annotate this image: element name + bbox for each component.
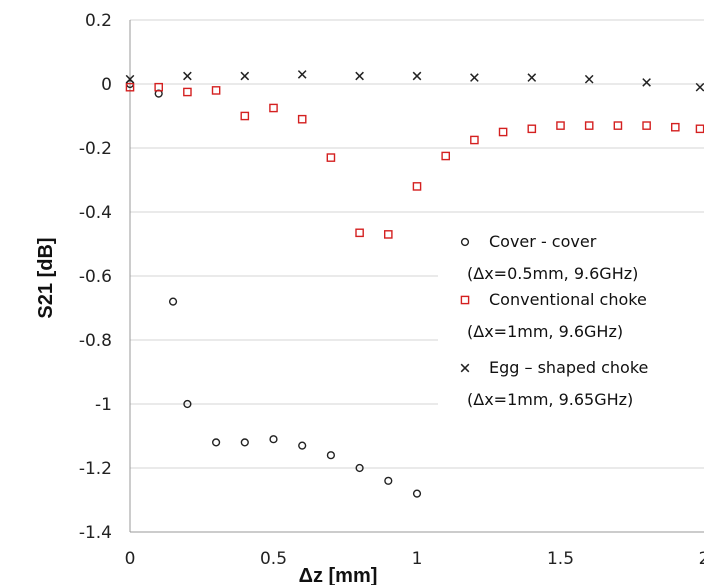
y-tick-label: -1.4: [79, 523, 112, 543]
data-point: [584, 121, 594, 130]
data-points: [125, 70, 704, 498]
x-tick-label: 0: [125, 549, 136, 569]
legend-label: Conventional choke: [489, 290, 647, 309]
data-point: [240, 71, 250, 81]
data-point: [556, 121, 565, 130]
data-point: [269, 435, 278, 444]
x-tick-label: 1.5: [547, 549, 574, 569]
y-tick-label: -0.2: [79, 139, 112, 159]
x-axis-label: Δz [mm]: [299, 565, 378, 585]
legend-marker-2: [460, 363, 470, 373]
data-point: [355, 463, 364, 473]
data-point: [298, 441, 307, 450]
y-axis-label: S21 [dB]: [35, 237, 57, 318]
legend-label: Egg – shaped choke: [489, 358, 648, 377]
x-tick-label: 0.5: [260, 549, 287, 569]
data-point: [695, 124, 704, 134]
series-0: [125, 79, 422, 498]
y-tick-labels: 0.2 0 -0.2 -0.4 -0.6 -0.8 -1 -1.2 -1.4: [79, 11, 112, 543]
data-point: [671, 122, 680, 132]
data-point: [183, 71, 192, 81]
y-tick-label: 0: [101, 75, 112, 95]
data-point: [441, 151, 451, 161]
data-point: [240, 111, 250, 121]
data-point: [269, 103, 278, 113]
data-point: [412, 489, 422, 498]
x-tick-label: 1: [412, 549, 423, 569]
legend-sublabel: (Δx=0.5mm, 9.6GHz): [467, 264, 638, 283]
data-point: [470, 135, 479, 145]
data-point: [384, 230, 393, 239]
data-point: [297, 70, 307, 79]
legend-marker-0: [460, 237, 470, 247]
data-point: [355, 71, 364, 81]
data-point: [355, 228, 364, 238]
data-point: [240, 438, 249, 447]
series-2: [125, 70, 704, 92]
data-point: [326, 153, 336, 162]
x-tick-labels: 0 0.5 1 1.5 2: [125, 549, 704, 569]
data-point: [297, 114, 307, 124]
data-point: [498, 127, 508, 137]
data-point: [527, 124, 537, 134]
data-point: [695, 82, 704, 92]
legend-sublabel: (Δx=1mm, 9.6GHz): [467, 322, 623, 341]
data-point: [183, 399, 192, 409]
y-tick-label: -0.6: [79, 267, 112, 287]
data-point: [326, 451, 336, 460]
series-1: [125, 82, 704, 239]
x-tick-label: 2: [699, 549, 704, 569]
data-point: [168, 297, 178, 306]
legend-marker-1: [460, 295, 470, 305]
y-tick-label: -0.4: [79, 203, 112, 223]
data-point: [412, 71, 422, 81]
data-point: [527, 73, 537, 82]
y-tick-label: -1.2: [79, 459, 112, 479]
y-tick-label: -1: [95, 395, 112, 415]
data-point: [642, 78, 651, 87]
data-point: [125, 74, 135, 84]
data-point: [211, 86, 221, 95]
legend-box: [438, 222, 704, 408]
data-point: [384, 476, 393, 485]
data-point: [584, 74, 594, 84]
legend-label: Cover - cover: [489, 232, 597, 251]
y-tick-label: 0.2: [85, 11, 112, 31]
y-tick-label: -0.8: [79, 331, 112, 351]
legend: Cover - cover (Δx=0.5mm, 9.6GHz) Conventio…: [438, 222, 704, 409]
data-point: [154, 82, 164, 92]
legend-sublabel: (Δx=1mm, 9.65GHz): [467, 390, 633, 409]
data-point: [183, 87, 192, 97]
data-point: [412, 182, 422, 191]
data-point: [470, 73, 479, 82]
data-point: [642, 121, 651, 130]
data-point: [212, 438, 221, 447]
data-point: [125, 82, 135, 92]
data-point: [613, 121, 623, 130]
